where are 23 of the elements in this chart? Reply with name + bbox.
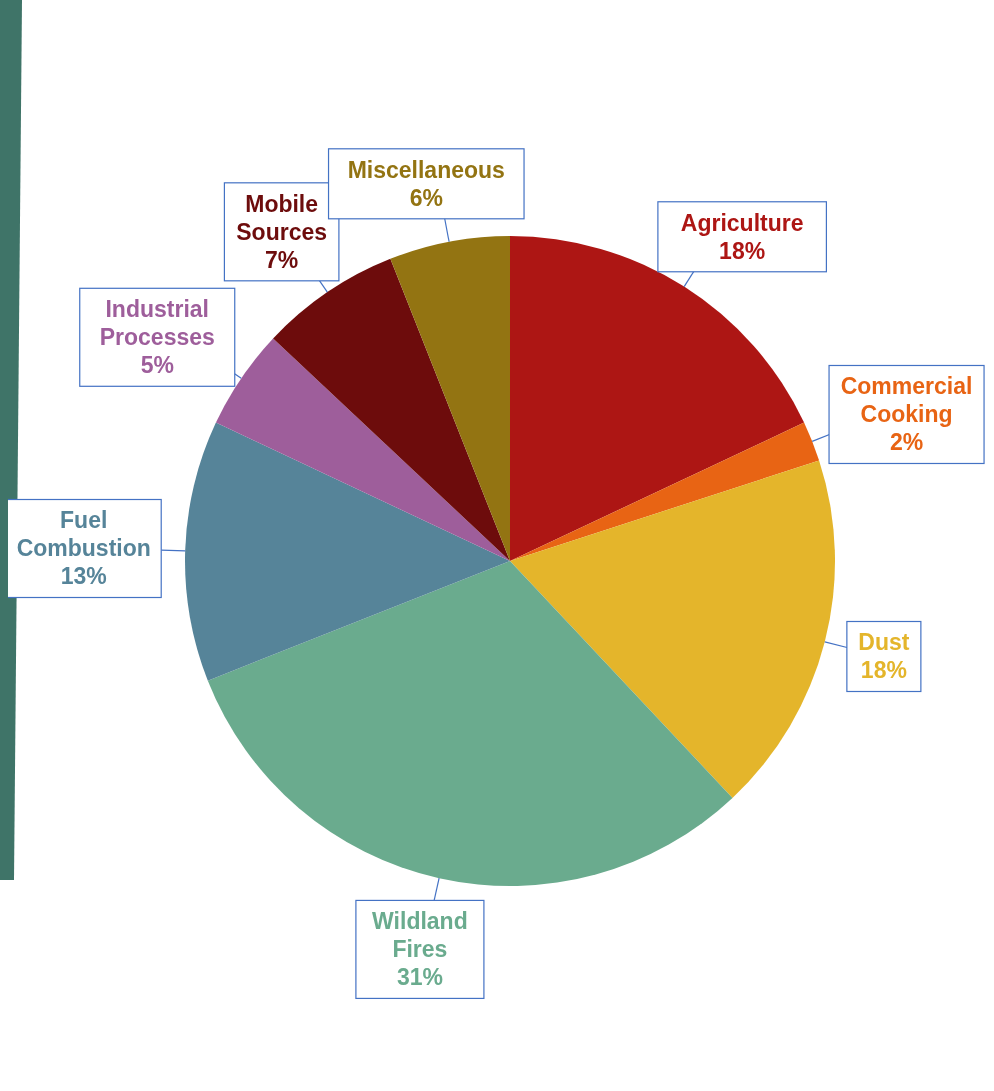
pie-slice — [510, 236, 805, 561]
data-label: 18% — [860, 657, 907, 684]
slice-label: Fuel Combustion — [16, 507, 151, 562]
pie-slice — [510, 422, 820, 561]
data-label: 7% — [265, 246, 299, 273]
pie-slice — [510, 460, 835, 798]
slice-label: Miscellaneous — [347, 156, 505, 183]
pie-slice — [215, 338, 510, 561]
slice-label: Agriculture — [680, 209, 804, 236]
data-label: 13% — [60, 563, 107, 590]
slice-label: Mobile Sources — [236, 190, 328, 245]
data-label: 2% — [889, 429, 924, 456]
pie-slice — [207, 561, 733, 886]
slice-label: Industrial Processes — [99, 296, 215, 351]
slice-label: Commercial Cooking — [840, 373, 973, 428]
slice-label: Wildland Fires — [372, 908, 468, 963]
slice-label: Dust — [858, 629, 910, 656]
pie-slice — [185, 422, 510, 681]
data-label: 5% — [140, 352, 174, 379]
data-label: 18% — [719, 237, 766, 264]
pie-slice — [390, 236, 510, 561]
data-label: 31% — [396, 964, 443, 991]
data-label: 6% — [409, 184, 443, 211]
